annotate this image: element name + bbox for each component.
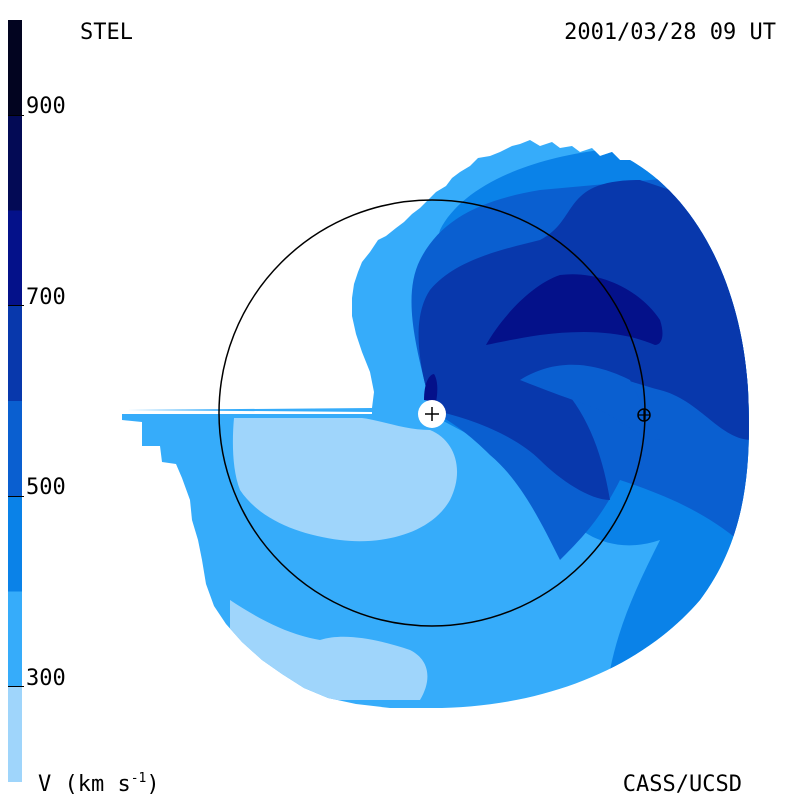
colorbar-tick-mark <box>8 305 24 307</box>
colorbar-tick-mark <box>8 495 24 497</box>
colorbar-level-2 <box>8 496 22 592</box>
contour-600-700 <box>418 180 749 500</box>
velocity-contours <box>122 140 749 708</box>
colorbar-tick-label: 700 <box>26 284 66 310</box>
sun-marker <box>418 400 446 428</box>
units-main: V (km s <box>38 772 131 797</box>
colorbar-level-4 <box>8 305 22 401</box>
colorbar-tick-label: 500 <box>26 475 66 501</box>
colorbar-level-3 <box>8 401 22 497</box>
earth-marker <box>637 408 651 422</box>
datetime-label: 2001/03/28 09 UT <box>564 20 776 45</box>
colorbar-level-1 <box>8 591 22 687</box>
colorbar-units-label: V (km s-1) <box>38 771 160 797</box>
contour-200-300-inner <box>232 418 458 542</box>
colorbar-level-5 <box>8 210 22 306</box>
credit-label: CASS/UCSD <box>622 772 742 797</box>
units-close: ) <box>146 772 160 797</box>
colorbar-tick-mark <box>8 114 24 116</box>
velocity-colorbar <box>8 20 22 782</box>
instrument-label: STEL <box>80 20 133 45</box>
contour-white-gap <box>122 410 372 414</box>
colorbar-tick-label: 900 <box>26 94 66 120</box>
units-exponent: -1 <box>130 771 147 786</box>
colorbar-levels <box>8 20 22 782</box>
contour-500-600-tongue <box>520 364 660 440</box>
colorbar-level-0 <box>8 686 22 782</box>
orbit-circle <box>218 199 646 627</box>
contour-700-800-spot <box>424 374 438 402</box>
colorbar-tick-label: 300 <box>26 665 66 691</box>
colorbar-level-6 <box>8 115 22 211</box>
colorbar-level-7 <box>8 20 22 116</box>
colorbar-tick-mark <box>8 686 24 688</box>
contour-700-800 <box>486 274 663 345</box>
